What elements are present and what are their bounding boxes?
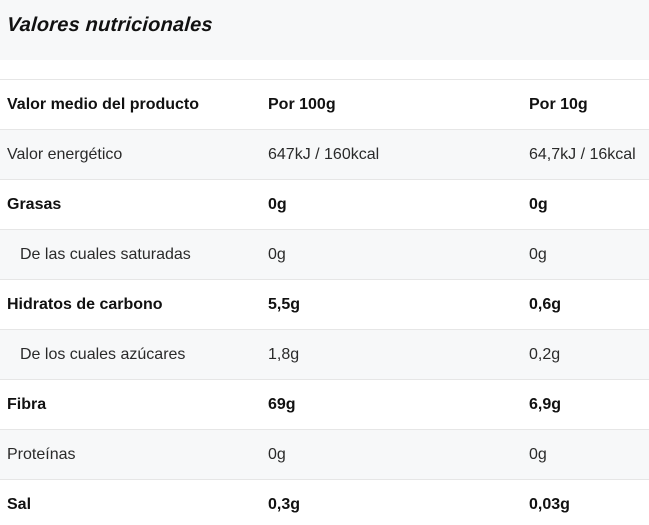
section-header: Valores nutricionales [0, 0, 649, 60]
row-label: Fibra [7, 396, 47, 413]
value-per-10g: 64,7kJ / 16kcal [529, 146, 636, 163]
value-per-10g: 0,03g [529, 496, 570, 513]
value-per-100g: 69g [268, 396, 296, 413]
value-per-10g: 6,9g [529, 396, 562, 413]
table-row-carbohydrates: Hidratos de carbono 5,5g 0,6g [0, 280, 649, 330]
value-per-10g: 0g [529, 246, 547, 263]
section-title: Valores nutricionales [6, 14, 214, 36]
row-label: Sal [7, 496, 32, 513]
row-label: Proteínas [7, 446, 76, 463]
row-label: De las cuales saturadas [20, 246, 191, 263]
header-label: Valor medio del producto [7, 96, 200, 113]
value-per-100g: 5,5g [268, 296, 301, 313]
row-label: Grasas [7, 196, 62, 213]
value-per-10g: 0,2g [529, 346, 561, 363]
value-per-10g: 0g [529, 196, 548, 213]
value-per-100g: 1,8g [268, 346, 300, 363]
value-per-10g: 0,6g [529, 296, 562, 313]
value-per-10g: 0g [529, 446, 547, 463]
row-label: De los cuales azúcares [20, 346, 186, 363]
row-label: Valor energético [7, 146, 123, 163]
table-row-saturated-fat: De las cuales saturadas 0g 0g [0, 230, 649, 280]
table-row-salt: Sal 0,3g 0,03g [0, 480, 649, 525]
value-per-100g: 0,3g [268, 496, 301, 513]
value-per-100g: 647kJ / 160kcal [268, 146, 380, 163]
header-per-100g: Por 100g [268, 96, 336, 113]
table-row-fibre: Fibra 69g 6,9g [0, 380, 649, 430]
table-row-protein: Proteínas 0g 0g [0, 430, 649, 480]
table-row-sugars: De los cuales azúcares 1,8g 0,2g [0, 330, 649, 380]
table-row-energy: Valor energético 647kJ / 160kcal 64,7kJ … [0, 130, 649, 180]
table-row-fat: Grasas 0g 0g [0, 180, 649, 230]
value-per-100g: 0g [268, 246, 286, 263]
value-per-100g: 0g [268, 446, 286, 463]
row-label: Hidratos de carbono [7, 296, 163, 313]
nutrition-table: Valor medio del producto Por 100g Por 10… [0, 79, 649, 525]
header-per-10g: Por 10g [529, 96, 588, 113]
value-per-100g: 0g [268, 196, 287, 213]
table-header-row: Valor medio del producto Por 100g Por 10… [0, 80, 649, 130]
